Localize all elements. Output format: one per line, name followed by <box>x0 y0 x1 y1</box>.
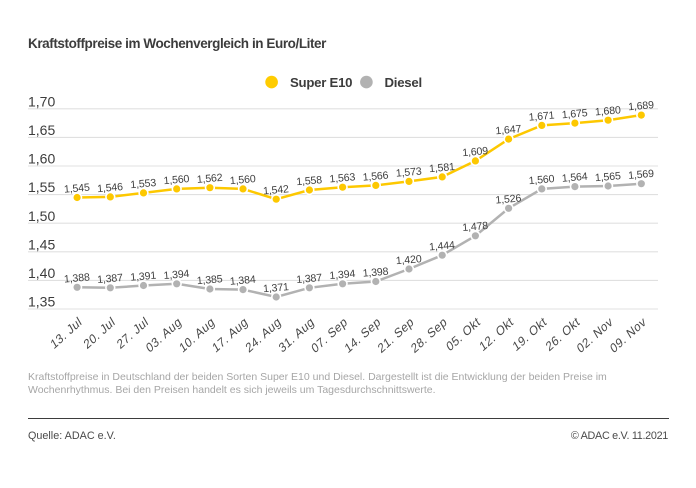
svg-text:1,35: 1,35 <box>28 294 55 310</box>
svg-text:1,563: 1,563 <box>329 171 356 185</box>
svg-text:13. Jul: 13. Jul <box>48 314 84 352</box>
svg-text:1,420: 1,420 <box>395 253 422 267</box>
svg-text:1,671: 1,671 <box>528 109 555 123</box>
svg-text:31. Aug: 31. Aug <box>277 314 317 356</box>
svg-text:1,40: 1,40 <box>28 265 55 281</box>
svg-text:1,560: 1,560 <box>163 173 190 187</box>
svg-text:14. Sep: 14. Sep <box>342 314 382 356</box>
svg-text:1,388: 1,388 <box>63 271 90 285</box>
svg-text:21. Sep: 21. Sep <box>376 314 416 356</box>
svg-text:1,545: 1,545 <box>63 182 90 196</box>
svg-text:09. Nov: 09. Nov <box>608 314 649 357</box>
svg-text:1,526: 1,526 <box>495 192 522 206</box>
svg-text:07. Sep: 07. Sep <box>309 314 349 356</box>
svg-text:1,55: 1,55 <box>28 179 55 195</box>
svg-text:1,560: 1,560 <box>229 173 256 187</box>
svg-text:1,675: 1,675 <box>561 107 588 121</box>
svg-text:1,680: 1,680 <box>594 104 621 118</box>
svg-text:12. Okt: 12. Okt <box>477 314 515 355</box>
svg-text:1,478: 1,478 <box>462 220 489 234</box>
svg-text:10. Aug: 10. Aug <box>177 314 217 356</box>
svg-text:20. Jul: 20. Jul <box>81 314 117 352</box>
svg-text:1,573: 1,573 <box>395 165 422 179</box>
svg-text:02. Nov: 02. Nov <box>575 314 616 357</box>
svg-text:1,60: 1,60 <box>28 151 55 167</box>
svg-text:1,609: 1,609 <box>462 145 489 159</box>
svg-text:1,394: 1,394 <box>329 268 356 282</box>
svg-text:17. Aug: 17. Aug <box>210 314 250 356</box>
svg-text:1,65: 1,65 <box>28 122 55 138</box>
svg-text:1,385: 1,385 <box>196 273 223 287</box>
svg-text:1,50: 1,50 <box>28 208 55 224</box>
svg-text:19. Okt: 19. Okt <box>510 314 548 355</box>
svg-text:1,70: 1,70 <box>28 93 55 109</box>
svg-text:1,394: 1,394 <box>163 268 190 282</box>
svg-text:1,542: 1,542 <box>263 183 290 197</box>
svg-text:1,553: 1,553 <box>130 177 157 191</box>
svg-text:28. Sep: 28. Sep <box>409 314 449 356</box>
svg-text:24. Aug: 24. Aug <box>243 314 283 356</box>
svg-text:1,689: 1,689 <box>628 99 655 113</box>
svg-text:1,371: 1,371 <box>263 281 290 295</box>
svg-text:1,398: 1,398 <box>362 266 389 280</box>
svg-text:Diesel: Diesel <box>385 75 422 90</box>
svg-text:1,45: 1,45 <box>28 236 55 252</box>
svg-text:Super E10: Super E10 <box>290 75 352 90</box>
svg-text:1,565: 1,565 <box>594 170 621 184</box>
svg-text:1,562: 1,562 <box>196 172 223 186</box>
svg-text:1,384: 1,384 <box>229 274 256 288</box>
svg-text:1,444: 1,444 <box>429 239 456 253</box>
svg-text:1,569: 1,569 <box>628 168 655 182</box>
svg-text:1,647: 1,647 <box>495 123 522 137</box>
svg-text:1,558: 1,558 <box>296 174 323 188</box>
svg-text:1,387: 1,387 <box>296 272 323 286</box>
svg-text:1,387: 1,387 <box>97 272 124 286</box>
svg-text:03. Aug: 03. Aug <box>144 314 184 356</box>
svg-text:1,581: 1,581 <box>429 161 456 175</box>
svg-text:1,391: 1,391 <box>130 270 157 284</box>
svg-text:1,546: 1,546 <box>97 181 124 195</box>
svg-text:1,566: 1,566 <box>362 169 389 183</box>
svg-text:1,560: 1,560 <box>528 173 555 187</box>
svg-text:1,564: 1,564 <box>561 171 588 185</box>
svg-text:05. Okt: 05. Okt <box>444 314 482 355</box>
